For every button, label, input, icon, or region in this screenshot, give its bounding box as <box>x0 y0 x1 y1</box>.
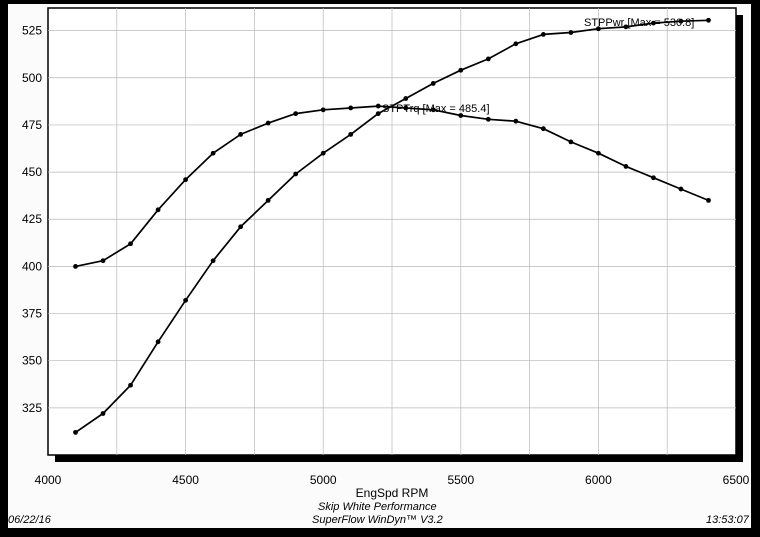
data-point-stppwr <box>568 30 574 35</box>
y-tick-label: 525 <box>22 24 42 38</box>
data-point-stptrq <box>238 131 244 137</box>
data-point-stppwr <box>623 24 629 30</box>
data-point-stppwr <box>485 56 491 62</box>
data-point-stptrq <box>403 105 409 111</box>
y-tick-label: 375 <box>22 307 42 321</box>
data-point-stptrq <box>128 241 133 247</box>
x-tick-label: 4500 <box>172 473 199 487</box>
y-tick-label: 400 <box>22 259 42 273</box>
data-point-stppwr <box>375 111 381 117</box>
footer-company: Skip White Performance <box>318 501 437 513</box>
data-point-stptrq <box>375 103 381 109</box>
y-tick-labels: 325 350 375 400 425 450 475 500 525 <box>22 24 42 415</box>
data-point-stptrq <box>678 186 684 192</box>
data-point-stppwr <box>155 339 161 345</box>
data-point-stppwr <box>403 96 409 101</box>
data-point-stptrq <box>348 105 354 111</box>
annotation-stppwr: STPPwr [Max = 530.8] <box>584 17 694 29</box>
data-point-stptrq <box>623 164 629 169</box>
data-point-stptrq <box>183 177 189 183</box>
data-point-stptrq <box>73 263 78 269</box>
data-point-stppwr <box>265 197 271 203</box>
footer-software: SuperFlow WinDyn™ V3.2 <box>312 514 443 526</box>
x-tick-label: 5500 <box>447 473 474 487</box>
data-point-stppwr <box>348 131 354 137</box>
x-tick-label: 6500 <box>723 473 750 487</box>
annotation-stptrq: STPTrq [Max = 485.4] <box>382 103 490 115</box>
y-tick-label: 475 <box>22 118 42 132</box>
y-tick-label: 450 <box>22 165 42 179</box>
y-tick-label: 425 <box>22 212 42 226</box>
data-point-stppwr <box>293 171 299 177</box>
data-point-stptrq <box>568 139 574 145</box>
series-layer <box>73 17 711 435</box>
data-point-stppwr <box>128 382 133 388</box>
data-point-stppwr <box>238 224 244 230</box>
data-point-stppwr <box>210 258 216 264</box>
data-point-stptrq <box>651 175 656 181</box>
data-point-stppwr <box>458 67 464 73</box>
data-point-stppwr <box>651 20 656 26</box>
data-point-stptrq <box>485 116 491 122</box>
grid-lines <box>48 8 736 455</box>
data-point-stptrq <box>458 113 464 118</box>
series-line-stptrq <box>75 105 709 268</box>
y-tick-label: 325 <box>22 401 42 415</box>
data-point-stptrq <box>513 118 519 124</box>
data-point-stppwr <box>430 81 436 86</box>
data-point-stppwr <box>73 429 78 435</box>
data-point-stptrq <box>706 197 711 203</box>
x-axis-label: EngSpd RPM <box>356 486 429 500</box>
data-point-stppwr <box>678 18 684 24</box>
footer-date: 06/22/16 <box>8 514 51 526</box>
data-point-stptrq <box>210 150 216 156</box>
data-point-stptrq <box>596 150 601 156</box>
data-point-stptrq <box>320 107 326 113</box>
x-tick-labels: 4000 4500 5000 5500 6000 6500 <box>35 473 750 487</box>
data-point-stptrq <box>293 111 299 117</box>
data-point-stppwr <box>596 26 601 32</box>
y-tick-label: 350 <box>22 354 42 368</box>
x-tick-label: 4000 <box>35 473 62 487</box>
data-point-stppwr <box>540 32 546 37</box>
data-point-stppwr <box>320 150 326 156</box>
x-tick-label: 5000 <box>310 473 337 487</box>
data-point-stptrq <box>155 207 161 213</box>
footer-time: 13:53:07 <box>706 514 749 526</box>
data-point-stptrq <box>100 258 106 264</box>
x-tick-label: 6000 <box>585 473 612 487</box>
data-point-stptrq <box>265 120 271 126</box>
annotation-layer: STPPwr [Max = 530.8] STPTrq [Max = 485.4] <box>382 17 694 115</box>
data-point-stppwr <box>100 411 106 416</box>
series-line-stppwr <box>75 19 709 434</box>
data-point-stppwr <box>706 17 711 23</box>
data-point-stptrq <box>540 126 546 132</box>
data-point-stptrq <box>430 107 436 113</box>
data-point-stppwr <box>183 297 189 303</box>
data-point-stppwr <box>513 41 519 47</box>
y-tick-label: 500 <box>22 71 42 85</box>
